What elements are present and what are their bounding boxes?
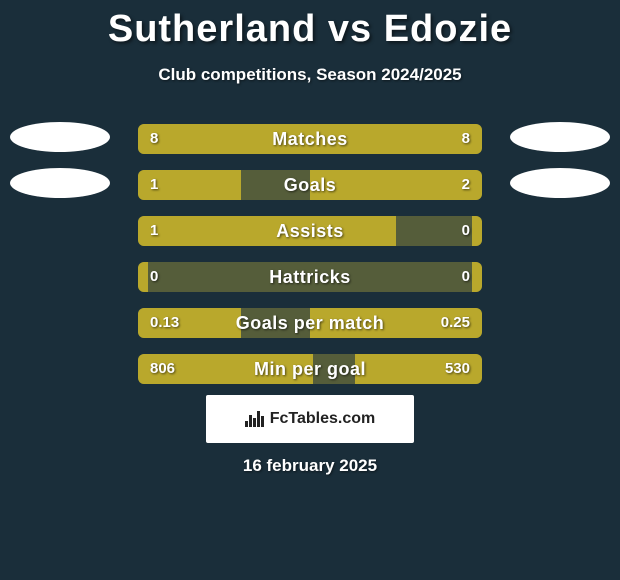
stat-bar: Min per goal806 530 xyxy=(138,354,482,384)
stat-row: Matches88 xyxy=(0,104,620,150)
player-photo-right xyxy=(510,122,610,152)
source-badge-text: FcTables.com xyxy=(270,410,376,428)
player-photo-right xyxy=(510,168,610,198)
comparison-title: Sutherland vs Edozie xyxy=(0,0,620,51)
stats-bars-container: Matches88Goals12Assists10Hattricks00Goal… xyxy=(0,104,620,380)
comparison-date: 16 february 2025 xyxy=(0,456,620,476)
stat-row: Assists10 xyxy=(0,196,620,242)
stat-label: Min per goal xyxy=(138,354,482,384)
stat-row: Goals per match0.130.25 xyxy=(0,288,620,334)
stat-value-left: 806 xyxy=(138,354,187,384)
player-photo-left xyxy=(10,168,110,198)
stat-row: Hattricks00 xyxy=(0,242,620,288)
source-badge: FcTables.com xyxy=(206,395,414,443)
stat-row: Min per goal806530 xyxy=(0,334,620,380)
stat-row: Goals12 xyxy=(0,150,620,196)
player-photo-left xyxy=(10,122,110,152)
comparison-subtitle: Club competitions, Season 2024/2025 xyxy=(0,65,620,85)
stat-value-right: 530 xyxy=(433,354,482,384)
bars-icon xyxy=(245,411,264,427)
